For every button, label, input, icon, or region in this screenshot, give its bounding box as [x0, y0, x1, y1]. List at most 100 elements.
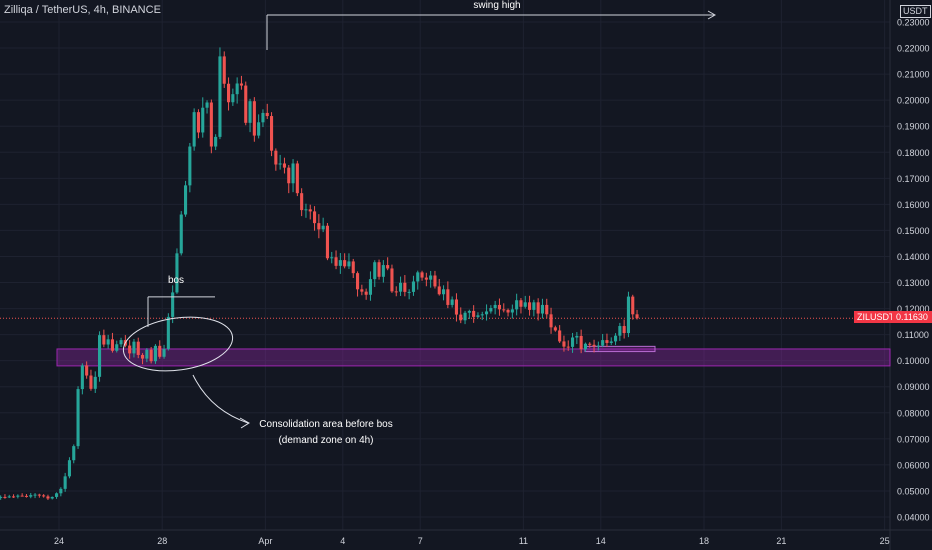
- candle-body: [162, 348, 166, 357]
- candle-body: [80, 365, 84, 390]
- candle-body: [381, 265, 385, 277]
- candle-body: [205, 102, 209, 108]
- candle-body: [626, 296, 630, 334]
- candle-body: [575, 335, 579, 338]
- candle-body: [386, 265, 390, 269]
- consolidation-label-line2: (demand zone on 4h): [278, 435, 373, 446]
- candle-body: [278, 163, 282, 165]
- candle-body: [244, 85, 248, 123]
- candle-body: [399, 282, 403, 292]
- candle-body: [360, 289, 364, 292]
- candle-body: [480, 314, 484, 316]
- candle-body: [411, 281, 415, 292]
- candle-body: [614, 335, 618, 342]
- candle-body: [553, 327, 557, 331]
- candle-body: [153, 345, 157, 362]
- candle-body: [55, 493, 59, 497]
- candle-body: [343, 260, 347, 267]
- candle-body: [89, 375, 93, 389]
- candle-body: [231, 94, 235, 103]
- y-tick-label: 0.23000: [897, 18, 930, 28]
- x-tick-label: 21: [776, 536, 786, 546]
- candle-body: [7, 496, 11, 498]
- candle-body: [330, 257, 334, 259]
- candle-body: [536, 302, 540, 314]
- candle-body: [450, 299, 454, 305]
- y-tick-label: 0.16000: [897, 200, 930, 210]
- candle-body: [368, 279, 372, 295]
- candle-body: [304, 209, 308, 211]
- candle-body: [287, 167, 291, 184]
- candle-body: [635, 314, 639, 319]
- candle-body: [158, 345, 162, 357]
- candle-body: [261, 112, 265, 123]
- y-tick-label: 0.07000: [897, 434, 930, 444]
- candle-body: [20, 495, 24, 497]
- y-tick-label: 0.12000: [897, 304, 930, 314]
- candle-body: [128, 345, 132, 354]
- y-tick-label: 0.11000: [897, 330, 929, 340]
- candle-body: [420, 272, 424, 278]
- candle-body: [46, 496, 50, 499]
- candle-body: [523, 302, 527, 307]
- candle-body: [33, 494, 37, 496]
- y-tick-label: 0.18000: [897, 148, 930, 158]
- candle-body: [334, 257, 338, 266]
- candle-body: [605, 340, 609, 343]
- candle-body: [588, 343, 592, 345]
- candle-body: [437, 286, 441, 295]
- candle-body: [119, 340, 123, 345]
- candle-body: [566, 346, 570, 348]
- candle-body: [227, 83, 231, 103]
- candle-body: [631, 296, 635, 315]
- bos-label: bos: [168, 275, 184, 286]
- candle-body: [313, 211, 317, 224]
- candle-body: [528, 302, 532, 310]
- candle-body: [433, 275, 437, 287]
- swing-high-label: swing high: [473, 0, 520, 11]
- demand-zone: [56, 348, 891, 367]
- candle-body: [476, 315, 480, 317]
- candle-body: [282, 163, 286, 168]
- candle-body: [558, 330, 562, 342]
- candle-body: [416, 272, 420, 282]
- y-tick-label: 0.06000: [897, 460, 930, 470]
- candle-body: [519, 300, 523, 307]
- candle-body: [149, 349, 153, 362]
- candle-body: [184, 185, 188, 215]
- candle-body: [0, 496, 3, 498]
- x-tick-label: Apr: [258, 536, 272, 546]
- candle-body: [592, 344, 596, 347]
- candle-body: [596, 345, 600, 347]
- currency-unit[interactable]: USDT: [900, 5, 931, 18]
- y-tick-label: 0.15000: [897, 226, 930, 236]
- candle-body: [601, 340, 605, 346]
- candle-body: [295, 163, 299, 194]
- candle-body: [502, 309, 506, 311]
- candle-body: [510, 309, 514, 313]
- candle-body: [609, 341, 613, 343]
- y-tick-label: 0.13000: [897, 278, 930, 288]
- candle-body: [141, 354, 145, 359]
- candle-body: [532, 302, 536, 310]
- candle-body: [540, 304, 544, 314]
- candle-body: [317, 223, 321, 230]
- candle-body: [248, 101, 252, 123]
- candle-body: [622, 326, 626, 334]
- candle-body: [201, 107, 205, 133]
- candle-body: [407, 291, 411, 293]
- y-tick-label: 0.08000: [897, 408, 930, 418]
- candle-body: [214, 136, 218, 147]
- candle-body: [351, 261, 355, 274]
- candle-body: [239, 83, 243, 86]
- y-tick-label: 0.19000: [897, 122, 930, 132]
- candle-body: [257, 122, 261, 136]
- consolidation-arrowhead: [239, 417, 250, 429]
- y-tick-label: 0.14000: [897, 252, 930, 262]
- candle-body: [373, 262, 377, 280]
- candle-body: [390, 268, 394, 292]
- candle-body: [515, 300, 519, 310]
- candle-body: [497, 304, 501, 310]
- candle-body: [85, 365, 89, 376]
- candle-body: [3, 496, 7, 498]
